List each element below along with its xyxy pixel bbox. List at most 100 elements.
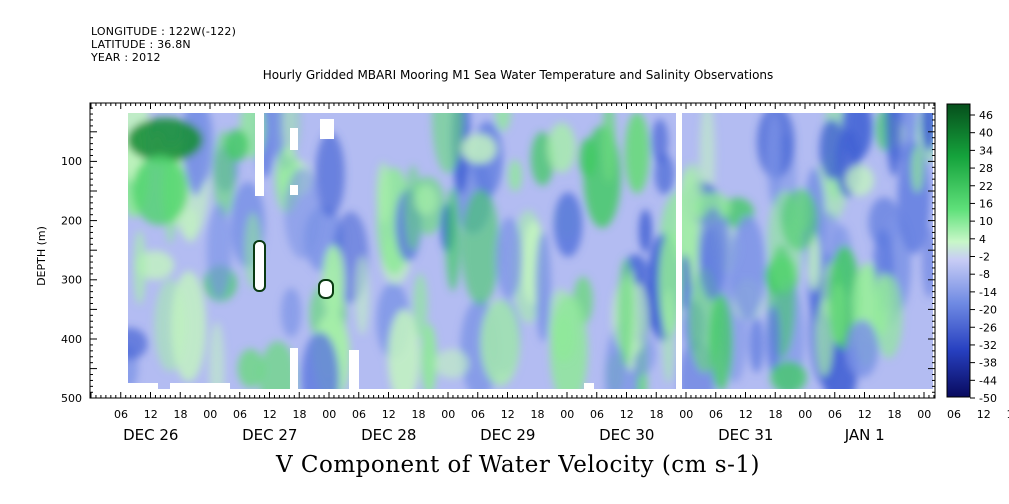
data-gap <box>290 185 298 195</box>
x-hour-label: 06 <box>352 408 366 421</box>
x-hour-label: 12 <box>263 408 277 421</box>
x-hour-label: 18 <box>531 408 545 421</box>
x-hour-label: 00 <box>679 408 693 421</box>
heatmap-cell <box>730 215 766 321</box>
heatmap-cell <box>414 185 437 215</box>
heatmap-cell <box>602 113 616 183</box>
x-hour-label: 18 <box>888 408 902 421</box>
x-hour-label: 12 <box>739 408 753 421</box>
x-hour-label: 06 <box>471 408 485 421</box>
x-hour-label: 00 <box>441 408 455 421</box>
heatmap-cell <box>709 293 733 389</box>
data-gap <box>290 128 298 150</box>
x-hour-label: 12 <box>977 408 991 421</box>
heatmap-cell <box>749 317 764 373</box>
y-tick-label: 500 <box>61 392 82 405</box>
data-gap <box>290 348 298 389</box>
year-label: YEAR : 2012 <box>91 51 161 64</box>
heatmap-cell <box>301 332 340 389</box>
heatmap-cell <box>461 189 500 306</box>
missing-data-gaps <box>128 113 682 389</box>
heatmap-cell <box>315 132 345 217</box>
chart-title: Hourly Gridded MBARI Mooring M1 Sea Wate… <box>262 68 774 82</box>
heatmap-cell <box>133 230 146 305</box>
latitude-label: LATITUDE : 36.8N <box>91 38 191 51</box>
x-hour-label: 00 <box>560 408 574 421</box>
x-hour-label: 00 <box>322 408 336 421</box>
longitude-label: LONGITUDE : 122W(-122) <box>91 25 237 38</box>
colorbar-label: 4 <box>979 233 986 246</box>
colorbar-label: 34 <box>979 144 993 157</box>
colorbar-label: 40 <box>979 127 993 140</box>
heatmap-cell <box>421 323 437 389</box>
colorbar-label: 16 <box>979 197 993 210</box>
x-day-label: DEC 27 <box>242 426 297 444</box>
x-hour-label: 18 <box>650 408 664 421</box>
heatmap-cell <box>209 321 225 389</box>
x-day-label: DEC 26 <box>123 426 178 444</box>
colorbar-label: -26 <box>979 321 997 334</box>
heatmap-cell <box>461 134 497 164</box>
heatmap-cell <box>284 167 321 259</box>
y-axis-title: DEPTH (m) <box>35 226 48 286</box>
data-gap <box>255 113 264 196</box>
heatmap-cell <box>413 273 428 339</box>
heatmap-cell <box>818 211 840 259</box>
x-hour-label: 00 <box>798 408 812 421</box>
heatmap-cell <box>322 244 345 320</box>
heatmap-cell <box>797 188 813 233</box>
heatmap-cell <box>662 289 675 384</box>
colorbar-labels: 46 40 34 28 22 16 10 4 -2 -8 -14 -20 -26 -32 -38 -44 -50 <box>979 109 997 405</box>
heatmap-cell <box>766 305 780 374</box>
data-gap <box>318 279 334 299</box>
x-hour-label: 06 <box>233 408 247 421</box>
colorbar-label: 10 <box>979 215 993 228</box>
x-hour-label: 18 <box>174 408 188 421</box>
data-gap <box>170 383 230 389</box>
x-hour-label: 18 <box>293 408 307 421</box>
data-gap <box>349 350 359 389</box>
x-hour-label: 00 <box>917 408 931 421</box>
heatmap-cell <box>259 341 297 389</box>
heatmap-cell <box>651 118 669 164</box>
x-axis-title: V Component of Water Velocity (cm s-1) <box>276 452 760 478</box>
x-hour-label: 00 <box>203 408 217 421</box>
colorbar-label: -32 <box>979 339 997 352</box>
heatmap-cell <box>404 165 422 251</box>
heatmap-cell <box>921 113 933 152</box>
x-hour-label: 12 <box>858 408 872 421</box>
heatmap-cell <box>770 361 807 389</box>
heatmap-field <box>128 113 933 389</box>
heatmap-cell <box>829 283 848 346</box>
heatmap-cell <box>480 299 520 386</box>
x-hour-labels: 06 12 18 00 06 12 18 00 06 12 18 00 06 12 18 00 06 12 18 00… <box>114 408 1009 421</box>
data-gap <box>128 383 158 389</box>
heatmap-cell <box>432 113 464 174</box>
heatmap-cell <box>911 145 924 193</box>
x-day-labels: DEC 26 DEC 27 DEC 28 DEC 29 DEC 30 DEC 31 JAN … <box>123 426 885 444</box>
data-gap <box>676 113 682 389</box>
heatmap-cell <box>698 207 728 300</box>
colorbar-ticks <box>970 114 975 399</box>
heatmap-cell <box>128 327 148 360</box>
x-hour-label: 06 <box>709 408 723 421</box>
heatmap-cell <box>376 162 391 224</box>
heatmap-cell <box>547 122 576 173</box>
heatmap-cell <box>495 217 523 299</box>
heatmap-cell <box>535 231 551 342</box>
x-hour-label: 12 <box>144 408 158 421</box>
heatmap-cell <box>639 209 652 253</box>
heatmap-cell <box>508 159 522 192</box>
x-hour-label: 06 <box>590 408 604 421</box>
x-day-label: DEC 29 <box>480 426 535 444</box>
heatmap-cell <box>128 118 203 162</box>
heatmap-cell <box>388 309 420 389</box>
heatmap-cell <box>845 320 879 378</box>
data-gap <box>253 240 266 292</box>
heatmap-cell <box>495 113 511 132</box>
colorbar-label: -50 <box>979 392 997 405</box>
heatmap-cell <box>617 258 634 367</box>
heatmap-cell <box>819 119 845 180</box>
x-day-label: DEC 30 <box>599 426 654 444</box>
x-hour-label: 12 <box>382 408 396 421</box>
